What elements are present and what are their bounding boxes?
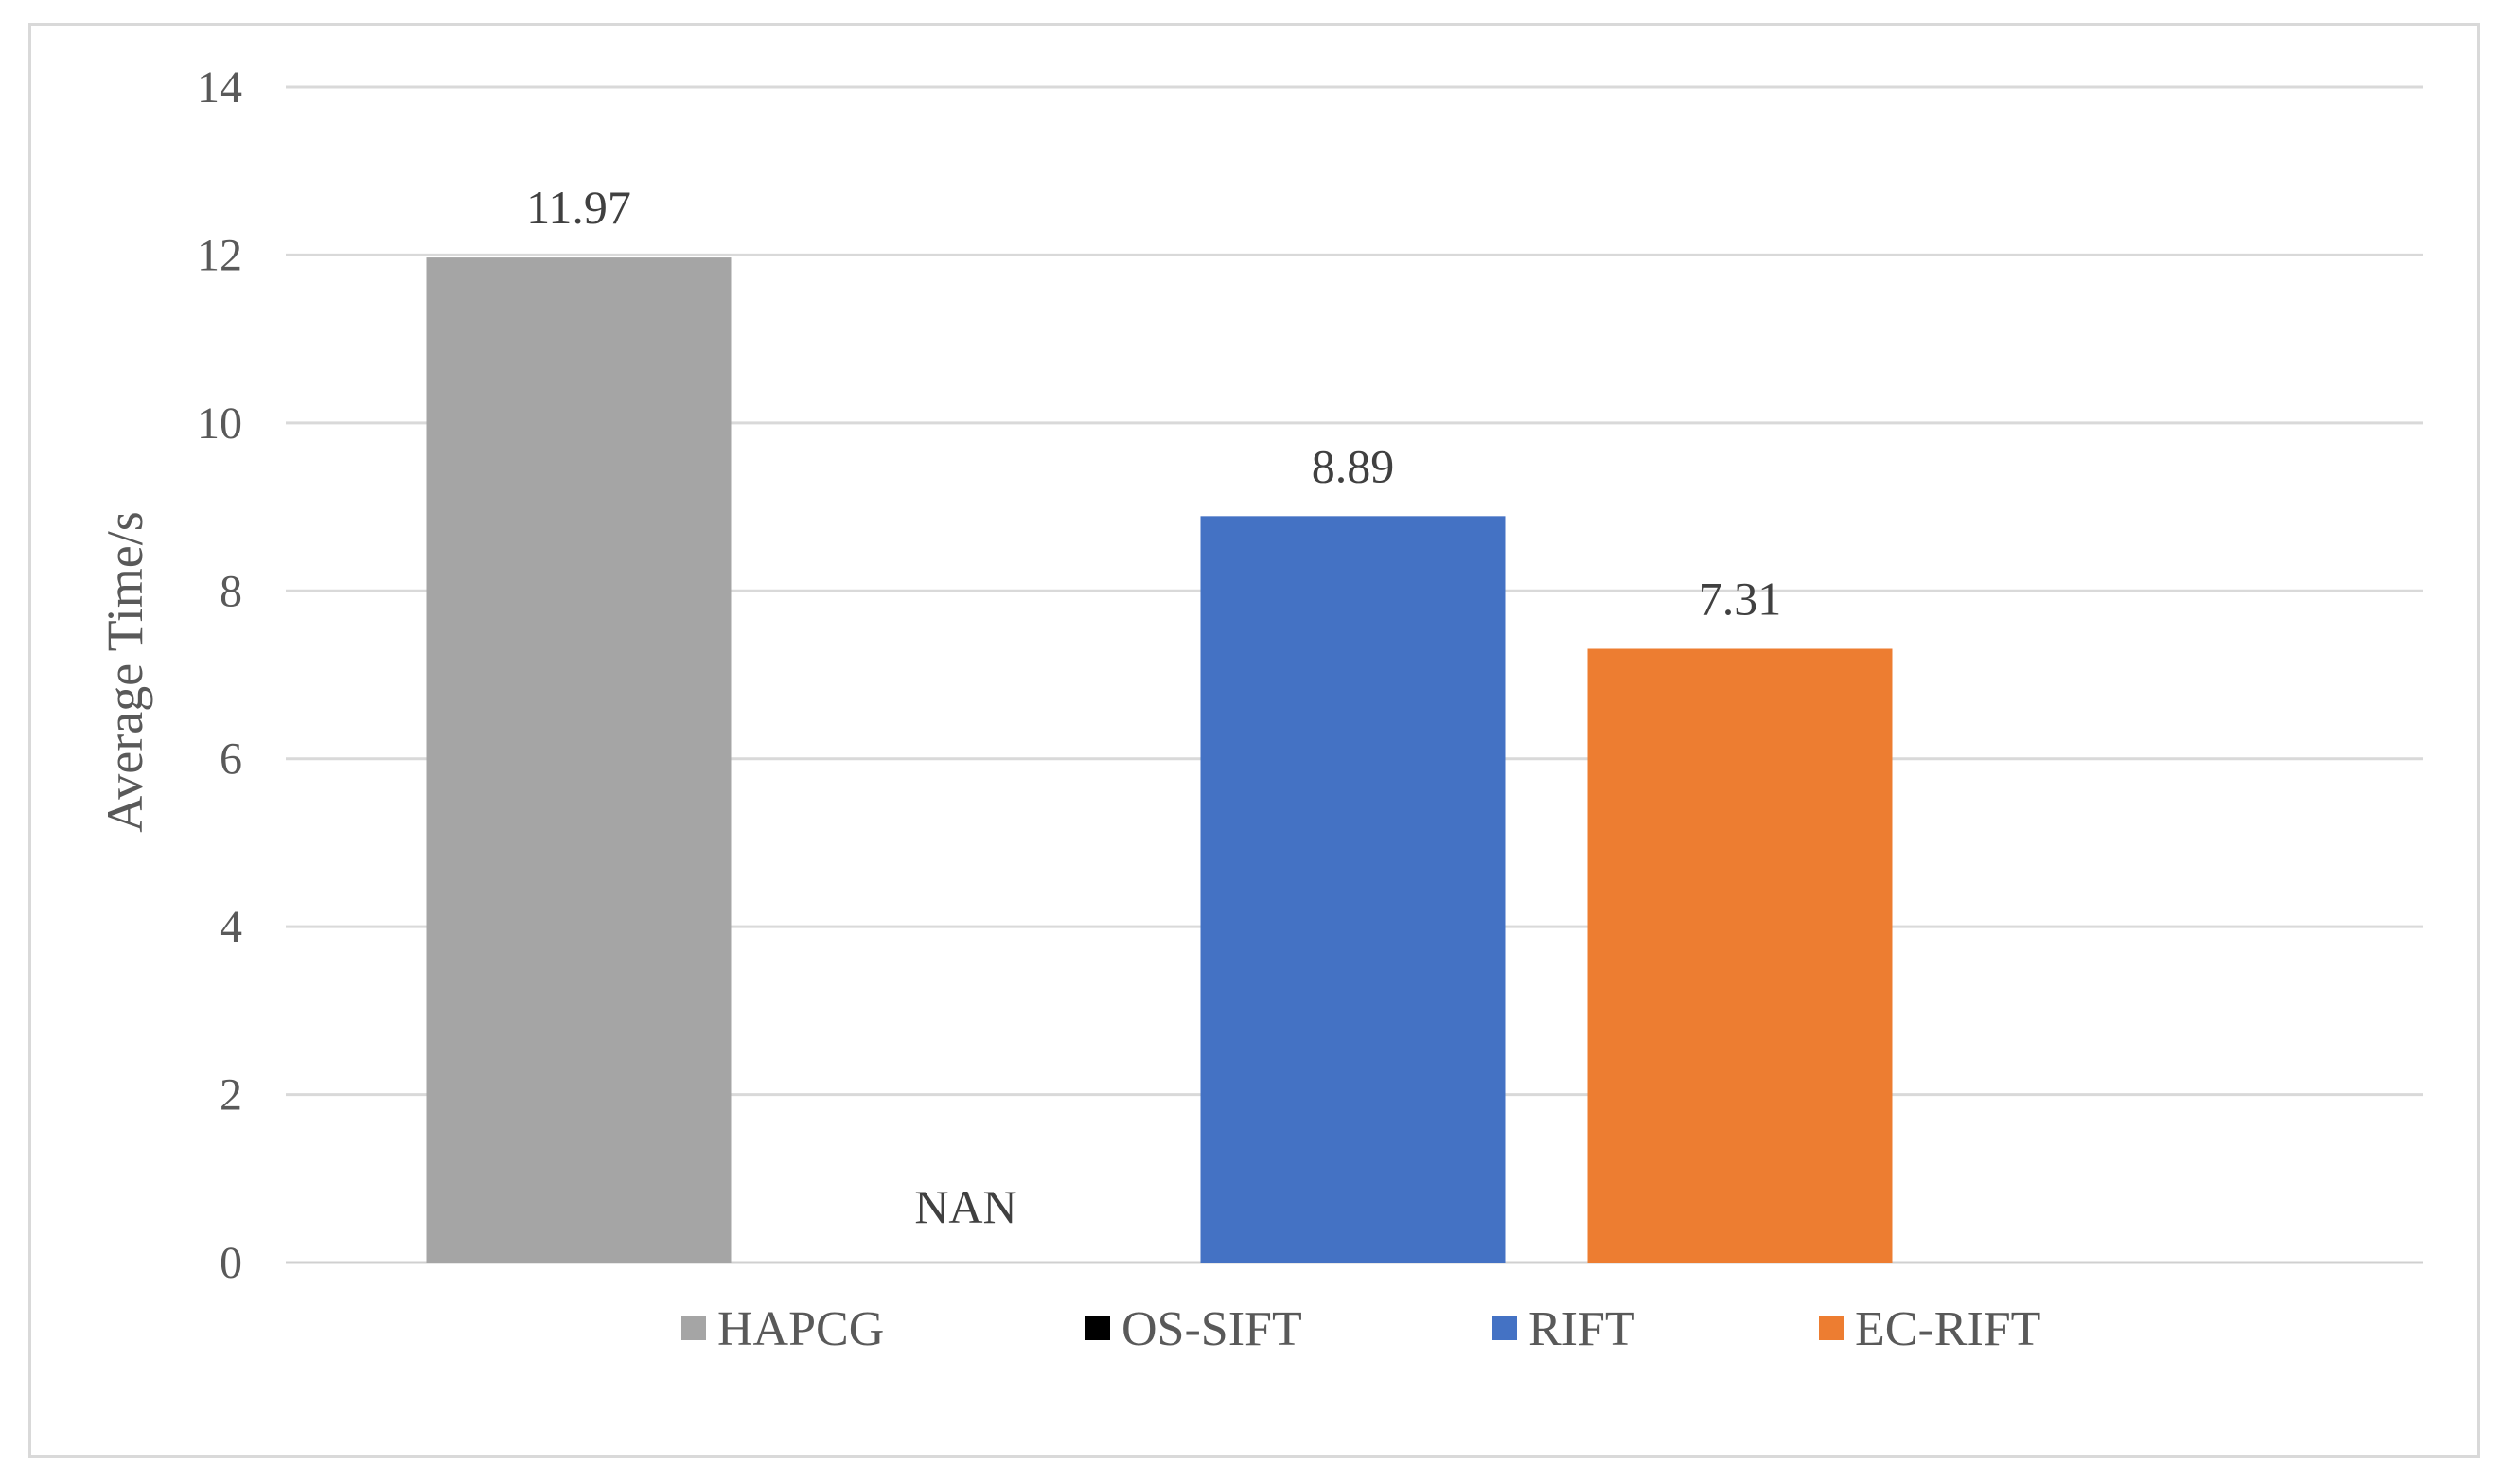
bar-hapcg bbox=[426, 257, 732, 1263]
y-tick-label: 8 bbox=[220, 566, 242, 616]
bars bbox=[426, 257, 1893, 1263]
data-label-rift: 8.89 bbox=[1312, 439, 1395, 492]
legend-swatch-ec-rift bbox=[1819, 1316, 1844, 1340]
y-tick-label: 10 bbox=[197, 398, 242, 449]
data-label-ec-rift: 7.31 bbox=[1699, 572, 1782, 625]
data-label-os-sift: NAN bbox=[914, 1180, 1016, 1233]
data-label-hapcg: 11.97 bbox=[526, 181, 631, 234]
legend-swatch-os-sift bbox=[1085, 1316, 1110, 1340]
bar-ec-rift bbox=[1587, 648, 1893, 1263]
legend: HAPCG OS-SIFT RIFT EC-RIFT bbox=[681, 1302, 2040, 1356]
legend-swatch-rift bbox=[1492, 1316, 1517, 1340]
y-axis-title: Average Time/s bbox=[97, 511, 153, 832]
data-labels: 11.97 NAN 8.89 7.31 bbox=[526, 181, 1781, 1233]
legend-label-ec-rift: EC-RIFT bbox=[1855, 1302, 2040, 1356]
legend-swatch-hapcg bbox=[681, 1316, 706, 1340]
legend-label-hapcg: HAPCG bbox=[717, 1302, 884, 1356]
y-tick-label: 0 bbox=[220, 1238, 242, 1288]
y-tick-label: 6 bbox=[220, 734, 242, 785]
y-tick-labels: 0 2 4 6 8 10 12 14 bbox=[197, 62, 242, 1288]
y-tick-label: 2 bbox=[220, 1070, 242, 1121]
bar-rift bbox=[1200, 516, 1506, 1263]
y-tick-label: 12 bbox=[197, 230, 242, 280]
legend-label-rift: RIFT bbox=[1528, 1302, 1635, 1356]
legend-label-os-sift: OS-SIFT bbox=[1121, 1302, 1302, 1356]
y-tick-label: 14 bbox=[197, 62, 242, 113]
y-tick-label: 4 bbox=[220, 902, 242, 952]
